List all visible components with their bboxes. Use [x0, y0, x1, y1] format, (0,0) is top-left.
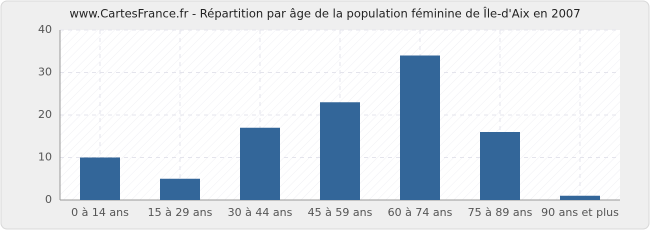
y-tick-label: 30	[38, 66, 52, 79]
bar	[480, 132, 520, 200]
x-tick-label: 60 à 74 ans	[388, 206, 453, 219]
bar	[400, 55, 440, 200]
y-tick-label: 0	[45, 193, 52, 206]
bar	[320, 102, 360, 200]
chart-title: www.CartesFrance.fr - Répartition par âg…	[69, 6, 580, 21]
y-tick-label: 40	[38, 23, 52, 36]
x-tick-label: 45 à 59 ans	[308, 206, 373, 219]
bar	[160, 178, 200, 200]
x-tick-label: 0 à 14 ans	[71, 206, 129, 219]
y-tick-label: 20	[38, 108, 52, 121]
x-tick-label: 75 à 89 ans	[468, 206, 533, 219]
y-tick-label: 10	[38, 151, 52, 164]
bar	[80, 157, 120, 200]
bar	[240, 127, 280, 200]
x-tick-label: 30 à 44 ans	[228, 206, 293, 219]
x-tick-label: 90 ans et plus	[541, 206, 619, 219]
bar	[560, 195, 600, 200]
chart: www.CartesFrance.fr - Répartition par âg…	[0, 0, 650, 230]
x-tick-label: 15 à 29 ans	[148, 206, 213, 219]
